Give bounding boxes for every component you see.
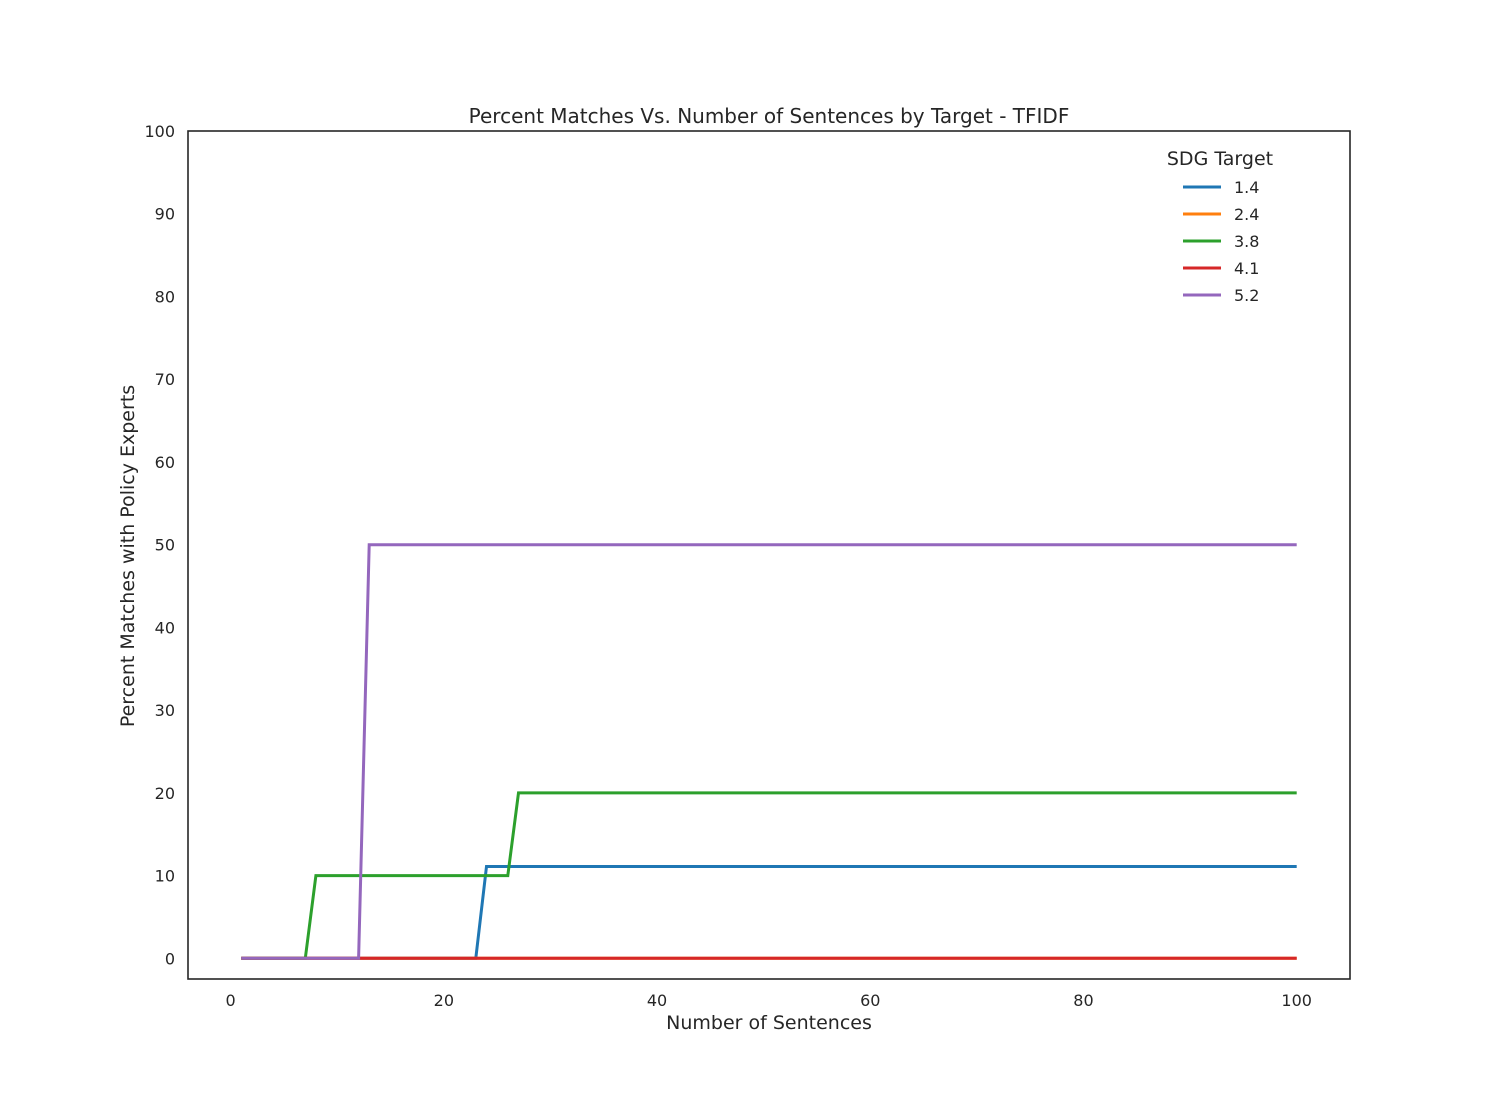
legend-label: 4.1 xyxy=(1234,259,1259,278)
series-line-1-4 xyxy=(241,865,1297,960)
x-tick-label: 0 xyxy=(226,991,236,1010)
y-tick-label: 40 xyxy=(155,618,175,637)
y-tick-label: 70 xyxy=(155,370,175,389)
y-tick-label: 80 xyxy=(155,287,175,306)
x-tick-label: 80 xyxy=(1073,991,1093,1010)
y-tick-label: 30 xyxy=(155,701,175,720)
x-tick-label: 60 xyxy=(860,991,880,1010)
y-tick-label: 50 xyxy=(155,536,175,555)
y-tick-label: 100 xyxy=(144,122,175,141)
chart-title: Percent Matches Vs. Number of Sentences … xyxy=(469,104,1070,128)
legend: SDG Target 1.4 2.4 3.8 4.1 5.2 xyxy=(1167,148,1273,305)
x-axis-ticks: 0 20 40 60 80 100 xyxy=(226,991,1312,1010)
x-axis-label: Number of Sentences xyxy=(666,1012,872,1034)
legend-label: 2.4 xyxy=(1234,205,1259,224)
y-tick-label: 60 xyxy=(155,453,175,472)
y-axis-ticks: 0 10 20 30 40 50 60 70 80 90 100 xyxy=(144,122,175,968)
y-tick-label: 20 xyxy=(155,784,175,803)
legend-title: SDG Target xyxy=(1167,148,1273,170)
series-line-5-2 xyxy=(241,543,1297,960)
x-tick-label: 20 xyxy=(434,991,454,1010)
x-tick-label: 40 xyxy=(647,991,667,1010)
y-tick-label: 10 xyxy=(155,867,175,886)
series-line-3-8 xyxy=(241,791,1297,960)
plot-frame xyxy=(187,130,1351,980)
legend-label: 5.2 xyxy=(1234,286,1259,305)
series-layer xyxy=(241,543,1297,960)
y-tick-label: 0 xyxy=(165,949,175,968)
y-tick-label: 90 xyxy=(155,205,175,224)
x-tick-label: 100 xyxy=(1281,991,1312,1010)
legend-label: 3.8 xyxy=(1234,232,1259,251)
legend-label: 1.4 xyxy=(1234,178,1259,197)
y-axis-label: Percent Matches with Policy Experts xyxy=(117,385,139,727)
